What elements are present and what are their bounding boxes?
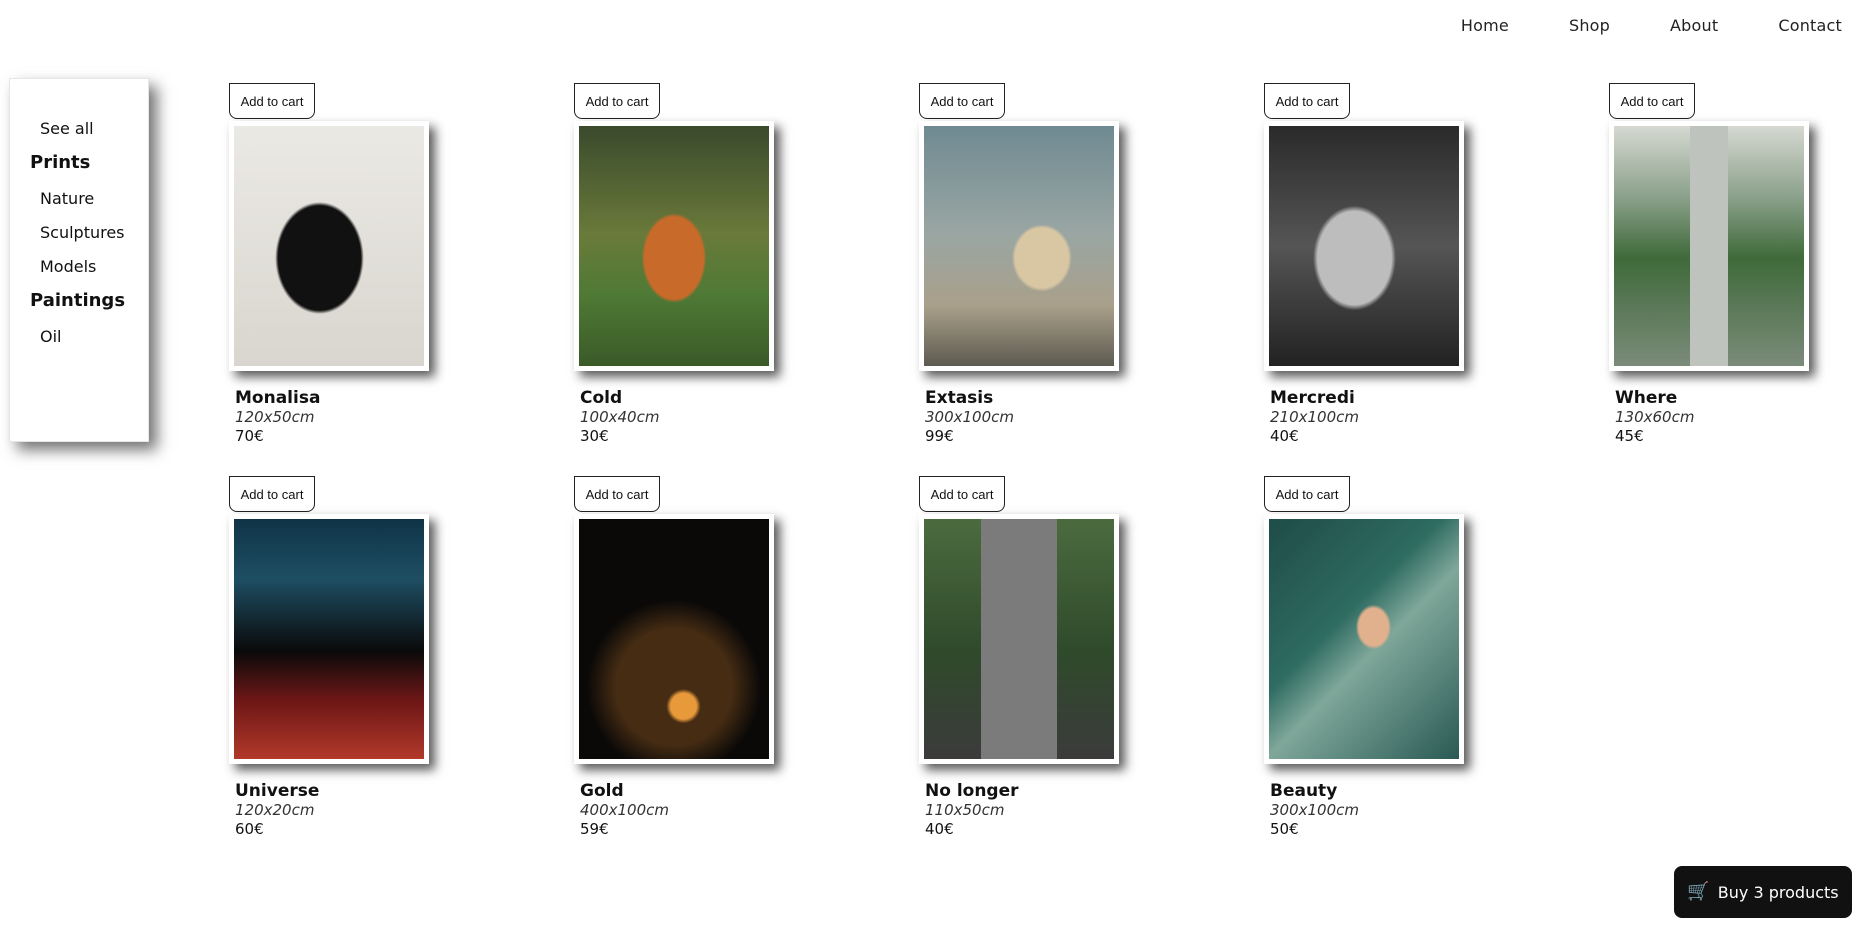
- add-to-cart-button[interactable]: Add to cart: [574, 476, 660, 512]
- product-title: Cold: [580, 388, 623, 408]
- product-size: 300x100cm: [925, 408, 1014, 426]
- product-price: 30€: [580, 427, 609, 445]
- product-price: 60€: [235, 820, 264, 838]
- product-size: 120x20cm: [235, 801, 315, 819]
- sidebar-item-sculptures[interactable]: Sculptures: [40, 223, 125, 242]
- product-size: 100x40cm: [580, 408, 660, 426]
- product-price: 45€: [1615, 427, 1644, 445]
- nav-about-link[interactable]: About: [1670, 16, 1719, 35]
- add-to-cart-button[interactable]: Add to cart: [1264, 83, 1350, 119]
- product-title: Mercredi: [1270, 388, 1355, 408]
- product-image-frame[interactable]: [919, 514, 1119, 764]
- product-image: [1269, 126, 1459, 366]
- product-price: 50€: [1270, 820, 1299, 838]
- add-to-cart-button[interactable]: Add to cart: [574, 83, 660, 119]
- product-price: 40€: [925, 820, 954, 838]
- product-image-frame[interactable]: [229, 121, 429, 371]
- product-image: [234, 126, 424, 366]
- product-image: [579, 126, 769, 366]
- product-image-frame[interactable]: [1264, 514, 1464, 764]
- product-image: [1614, 126, 1804, 366]
- product-size: 210x100cm: [1270, 408, 1359, 426]
- product-image: [1269, 519, 1459, 759]
- product-size: 110x50cm: [925, 801, 1005, 819]
- product-title: Where: [1615, 388, 1678, 408]
- add-to-cart-button[interactable]: Add to cart: [1609, 83, 1695, 119]
- nav-home-link[interactable]: Home: [1460, 16, 1509, 35]
- nav-shop-link[interactable]: Shop: [1568, 16, 1611, 35]
- buy-products-button[interactable]: 🛒 Buy 3 products: [1674, 866, 1852, 918]
- product-image-frame[interactable]: [919, 121, 1119, 371]
- add-to-cart-button[interactable]: Add to cart: [1264, 476, 1350, 512]
- product-title: Gold: [580, 781, 624, 801]
- product-title: No longer: [925, 781, 1019, 801]
- category-sidebar: See all Prints Nature Sculptures Models …: [9, 78, 149, 442]
- product-image-frame[interactable]: [574, 121, 774, 371]
- add-to-cart-button[interactable]: Add to cart: [919, 83, 1005, 119]
- product-size: 120x50cm: [235, 408, 315, 426]
- product-price: 99€: [925, 427, 954, 445]
- product-image-frame[interactable]: [229, 514, 429, 764]
- sidebar-category-prints: Prints: [30, 152, 91, 173]
- sidebar-item-nature[interactable]: Nature: [40, 189, 95, 208]
- product-size: 300x100cm: [1270, 801, 1359, 819]
- product-image: [234, 519, 424, 759]
- product-title: Beauty: [1270, 781, 1338, 801]
- add-to-cart-button[interactable]: Add to cart: [919, 476, 1005, 512]
- product-price: 59€: [580, 820, 609, 838]
- product-image: [924, 126, 1114, 366]
- buy-products-label: Buy 3 products: [1717, 882, 1839, 902]
- sidebar-category-paintings: Paintings: [30, 290, 126, 311]
- product-image-frame[interactable]: [1609, 121, 1809, 371]
- top-nav: Home Shop About Contact: [1461, 16, 1842, 35]
- cart-icon: 🛒: [1687, 881, 1710, 902]
- product-size: 130x60cm: [1615, 408, 1695, 426]
- product-price: 70€: [235, 427, 264, 445]
- product-title: Monalisa: [235, 388, 321, 408]
- product-size: 400x100cm: [580, 801, 669, 819]
- product-image: [579, 519, 769, 759]
- product-image-frame[interactable]: [1264, 121, 1464, 371]
- add-to-cart-button[interactable]: Add to cart: [229, 476, 315, 512]
- product-title: Universe: [235, 781, 320, 801]
- sidebar-item-models[interactable]: Models: [40, 257, 97, 276]
- add-to-cart-button[interactable]: Add to cart: [229, 83, 315, 119]
- sidebar-item-oil[interactable]: Oil: [40, 327, 62, 346]
- product-image: [924, 519, 1114, 759]
- product-title: Extasis: [925, 388, 994, 408]
- nav-contact-link[interactable]: Contact: [1778, 16, 1842, 35]
- sidebar-item-see-all[interactable]: See all: [40, 119, 94, 138]
- product-image-frame[interactable]: [574, 514, 774, 764]
- product-price: 40€: [1270, 427, 1299, 445]
